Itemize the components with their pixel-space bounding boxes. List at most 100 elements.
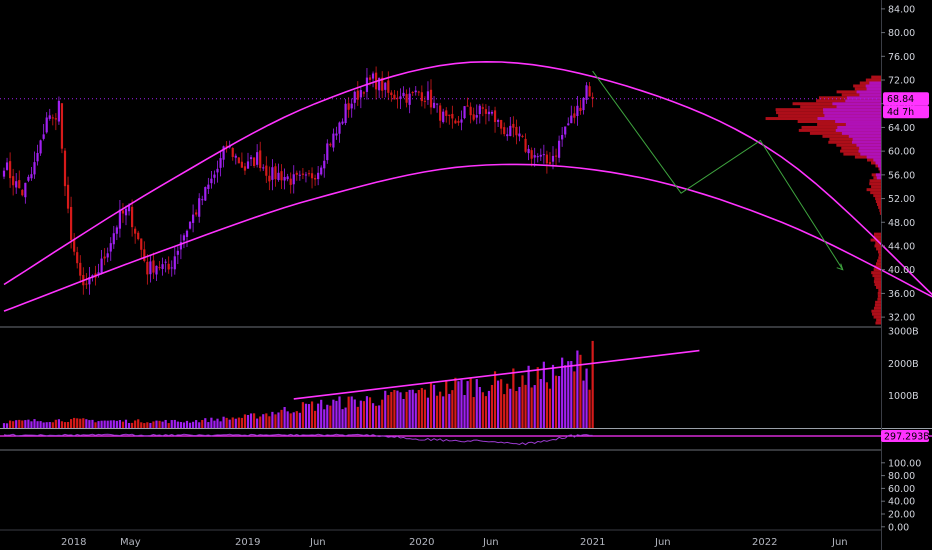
candle-body (124, 208, 128, 216)
candle-body (420, 92, 423, 102)
candle-body (253, 157, 256, 167)
profile-bar (879, 208, 881, 212)
volume-bar (268, 416, 271, 428)
candle-body (387, 80, 390, 93)
candle-body (18, 180, 21, 189)
candle-body (399, 96, 402, 100)
volume-bar (445, 379, 448, 428)
upper-arc-line[interactable] (3, 60, 932, 299)
lower-tick-label: 0.00 (888, 522, 909, 533)
volume-bar (228, 419, 231, 428)
volume-bar (448, 393, 451, 428)
candle-body (167, 263, 170, 270)
candle-body (411, 92, 414, 94)
candle-body (79, 262, 82, 276)
candle-body (185, 230, 189, 237)
volume-bar (106, 420, 109, 428)
candle-body (195, 212, 198, 215)
profile-bar-core (869, 81, 881, 85)
candle-body (161, 264, 164, 269)
candle-body (506, 134, 509, 137)
volume-bar (112, 420, 115, 428)
candle-body (310, 173, 314, 179)
volume-bar (152, 421, 155, 428)
volume-bar (503, 394, 506, 428)
profile-bar (871, 271, 881, 275)
profile-bar (878, 256, 881, 260)
annotation-layer[interactable] (3, 60, 932, 312)
candle-body (127, 204, 131, 212)
profile-bar-core (875, 161, 881, 165)
candle-body (246, 161, 250, 169)
lower-axis[interactable]: 100.00 80.00 60.00 40.00 20.000.00 (881, 458, 921, 533)
volume-bar (91, 419, 94, 428)
candle-body (118, 209, 121, 229)
profile-bar-core (880, 170, 881, 174)
time-tick-label: May (120, 537, 141, 548)
volume-bar (213, 420, 216, 428)
candle-body (88, 277, 91, 285)
volume-bar (436, 395, 439, 428)
candle-body (588, 86, 591, 97)
candle-body (201, 199, 204, 201)
volume-axis[interactable]: 3000B 2000B 1000B (888, 327, 919, 403)
volume-tick-label: 3000B (888, 327, 919, 338)
profile-bar-core (866, 155, 881, 159)
candle-body (143, 249, 146, 262)
volume-bar (45, 422, 48, 428)
volume-bar (365, 396, 369, 428)
candle-body (554, 155, 558, 157)
lower-tick-label: 20.00 (888, 510, 915, 521)
oscillator-line (3, 433, 593, 446)
volume-bar (323, 409, 326, 428)
candle-body (530, 150, 533, 159)
volume-bar (500, 379, 503, 428)
volume-bar (393, 390, 396, 428)
candle-body (396, 97, 399, 99)
lower-arc-line[interactable] (3, 163, 932, 312)
profile-bar (879, 211, 881, 215)
candle-body (500, 119, 503, 129)
volume-pane[interactable] (2, 340, 700, 428)
volume-bar (15, 420, 18, 428)
volume-bar (371, 403, 375, 428)
volume-trendline[interactable] (293, 349, 700, 400)
time-axis[interactable]: 2018 May 2019 Jun 2020 Jun 2021 Jun 2022 Jun (61, 537, 848, 548)
profile-bar-core (858, 149, 881, 153)
candle-body (414, 90, 417, 93)
candle-body (219, 158, 222, 168)
volume-bar (51, 422, 54, 428)
volume-bar (283, 407, 286, 428)
time-tick-label: 2022 (752, 537, 777, 548)
price-pane[interactable] (0, 60, 932, 325)
volume-bar (210, 417, 213, 428)
volume-bar (396, 390, 399, 428)
volume-bar (524, 384, 527, 428)
lower-tick-label: 60.00 (888, 484, 915, 495)
profile-bar (876, 203, 881, 206)
volume-bar (527, 365, 530, 428)
candle-body (48, 115, 51, 119)
candle-body (15, 181, 18, 188)
volume-bar (88, 420, 91, 428)
volume-tick-label: 1000B (888, 391, 919, 402)
price-tick-label: 80.00 (888, 28, 915, 39)
candle-body (521, 135, 524, 137)
volume-bar (100, 420, 103, 428)
profile-bar (871, 75, 881, 79)
candle-body (332, 133, 335, 148)
candle-body (2, 170, 6, 177)
candle-body (164, 261, 167, 263)
profile-bar (869, 179, 881, 183)
oscillator-pane[interactable] (0, 433, 932, 446)
candle-body (457, 121, 460, 123)
profile-bar (876, 318, 881, 322)
candle-body (591, 96, 594, 99)
candle-body (533, 155, 536, 158)
volume-bar (567, 361, 570, 428)
candle-body (314, 177, 317, 180)
candle-body (448, 114, 451, 116)
projection-path-line[interactable] (592, 70, 844, 270)
volume-bar (94, 422, 97, 428)
